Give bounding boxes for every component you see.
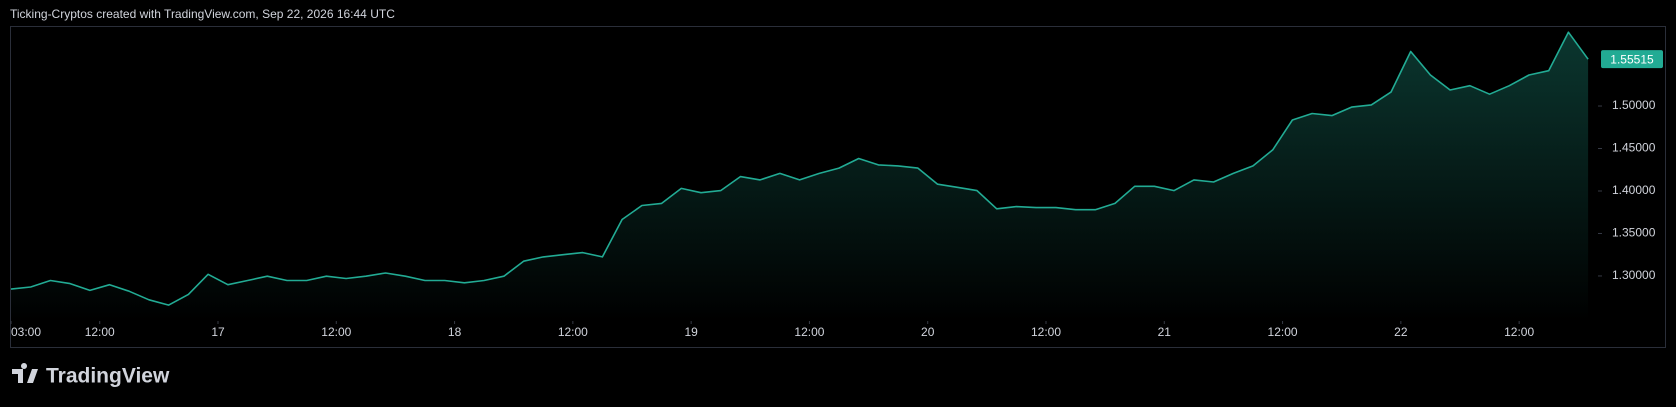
x-tick-label: 03:00 <box>11 325 41 339</box>
y-tick-label: 1.50000 <box>1612 98 1656 112</box>
x-tick-label: 12:00 <box>1031 325 1061 339</box>
x-tick-label: 21 <box>1158 325 1172 339</box>
line <box>10 31 1589 306</box>
chart-frame <box>10 26 1666 348</box>
last-price-label: 1.55515 <box>1610 52 1654 66</box>
x-tick-label: 18 <box>448 325 462 339</box>
y-tick-label: 1.30000 <box>1612 268 1656 282</box>
y-tick-label: 1.40000 <box>1612 183 1656 197</box>
x-tick-label: 20 <box>921 325 935 339</box>
x-tick-label: 12:00 <box>558 325 588 339</box>
x-tick-label: 12:00 <box>1504 325 1534 339</box>
x-tick-label: 12:00 <box>85 325 115 339</box>
x-tick-label: 17 <box>211 325 225 339</box>
logo-icon <box>12 362 38 383</box>
y-tick-label: 1.35000 <box>1612 226 1656 240</box>
x-tick-label: 22 <box>1394 325 1408 339</box>
x-tick-label: 12:00 <box>794 325 824 339</box>
x-tick-label: 12:00 <box>321 325 351 339</box>
y-tick-label: 1.45000 <box>1612 141 1656 155</box>
logo-text: TradingView <box>46 365 170 388</box>
last-price-box <box>1601 50 1663 69</box>
x-tick-label: 12:00 <box>1268 325 1298 339</box>
header-text: Ticking-Cryptos created with TradingView… <box>10 7 395 21</box>
area <box>11 32 1589 321</box>
logo: TradingView <box>12 362 170 388</box>
x-tick-label: 19 <box>684 325 698 339</box>
